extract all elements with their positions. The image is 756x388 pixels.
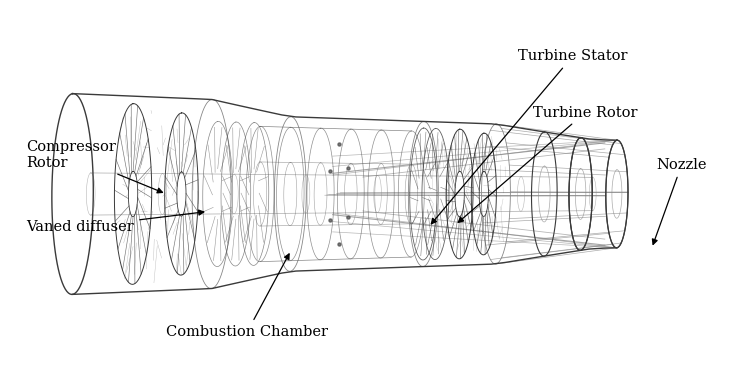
Text: Vaned diffuser: Vaned diffuser xyxy=(26,210,204,234)
Text: Compressor
Rotor: Compressor Rotor xyxy=(26,140,163,193)
Text: Turbine Rotor: Turbine Rotor xyxy=(458,106,637,222)
Text: Nozzle: Nozzle xyxy=(652,158,707,244)
Text: Combustion Chamber: Combustion Chamber xyxy=(166,254,328,339)
Text: Turbine Stator: Turbine Stator xyxy=(432,49,627,224)
